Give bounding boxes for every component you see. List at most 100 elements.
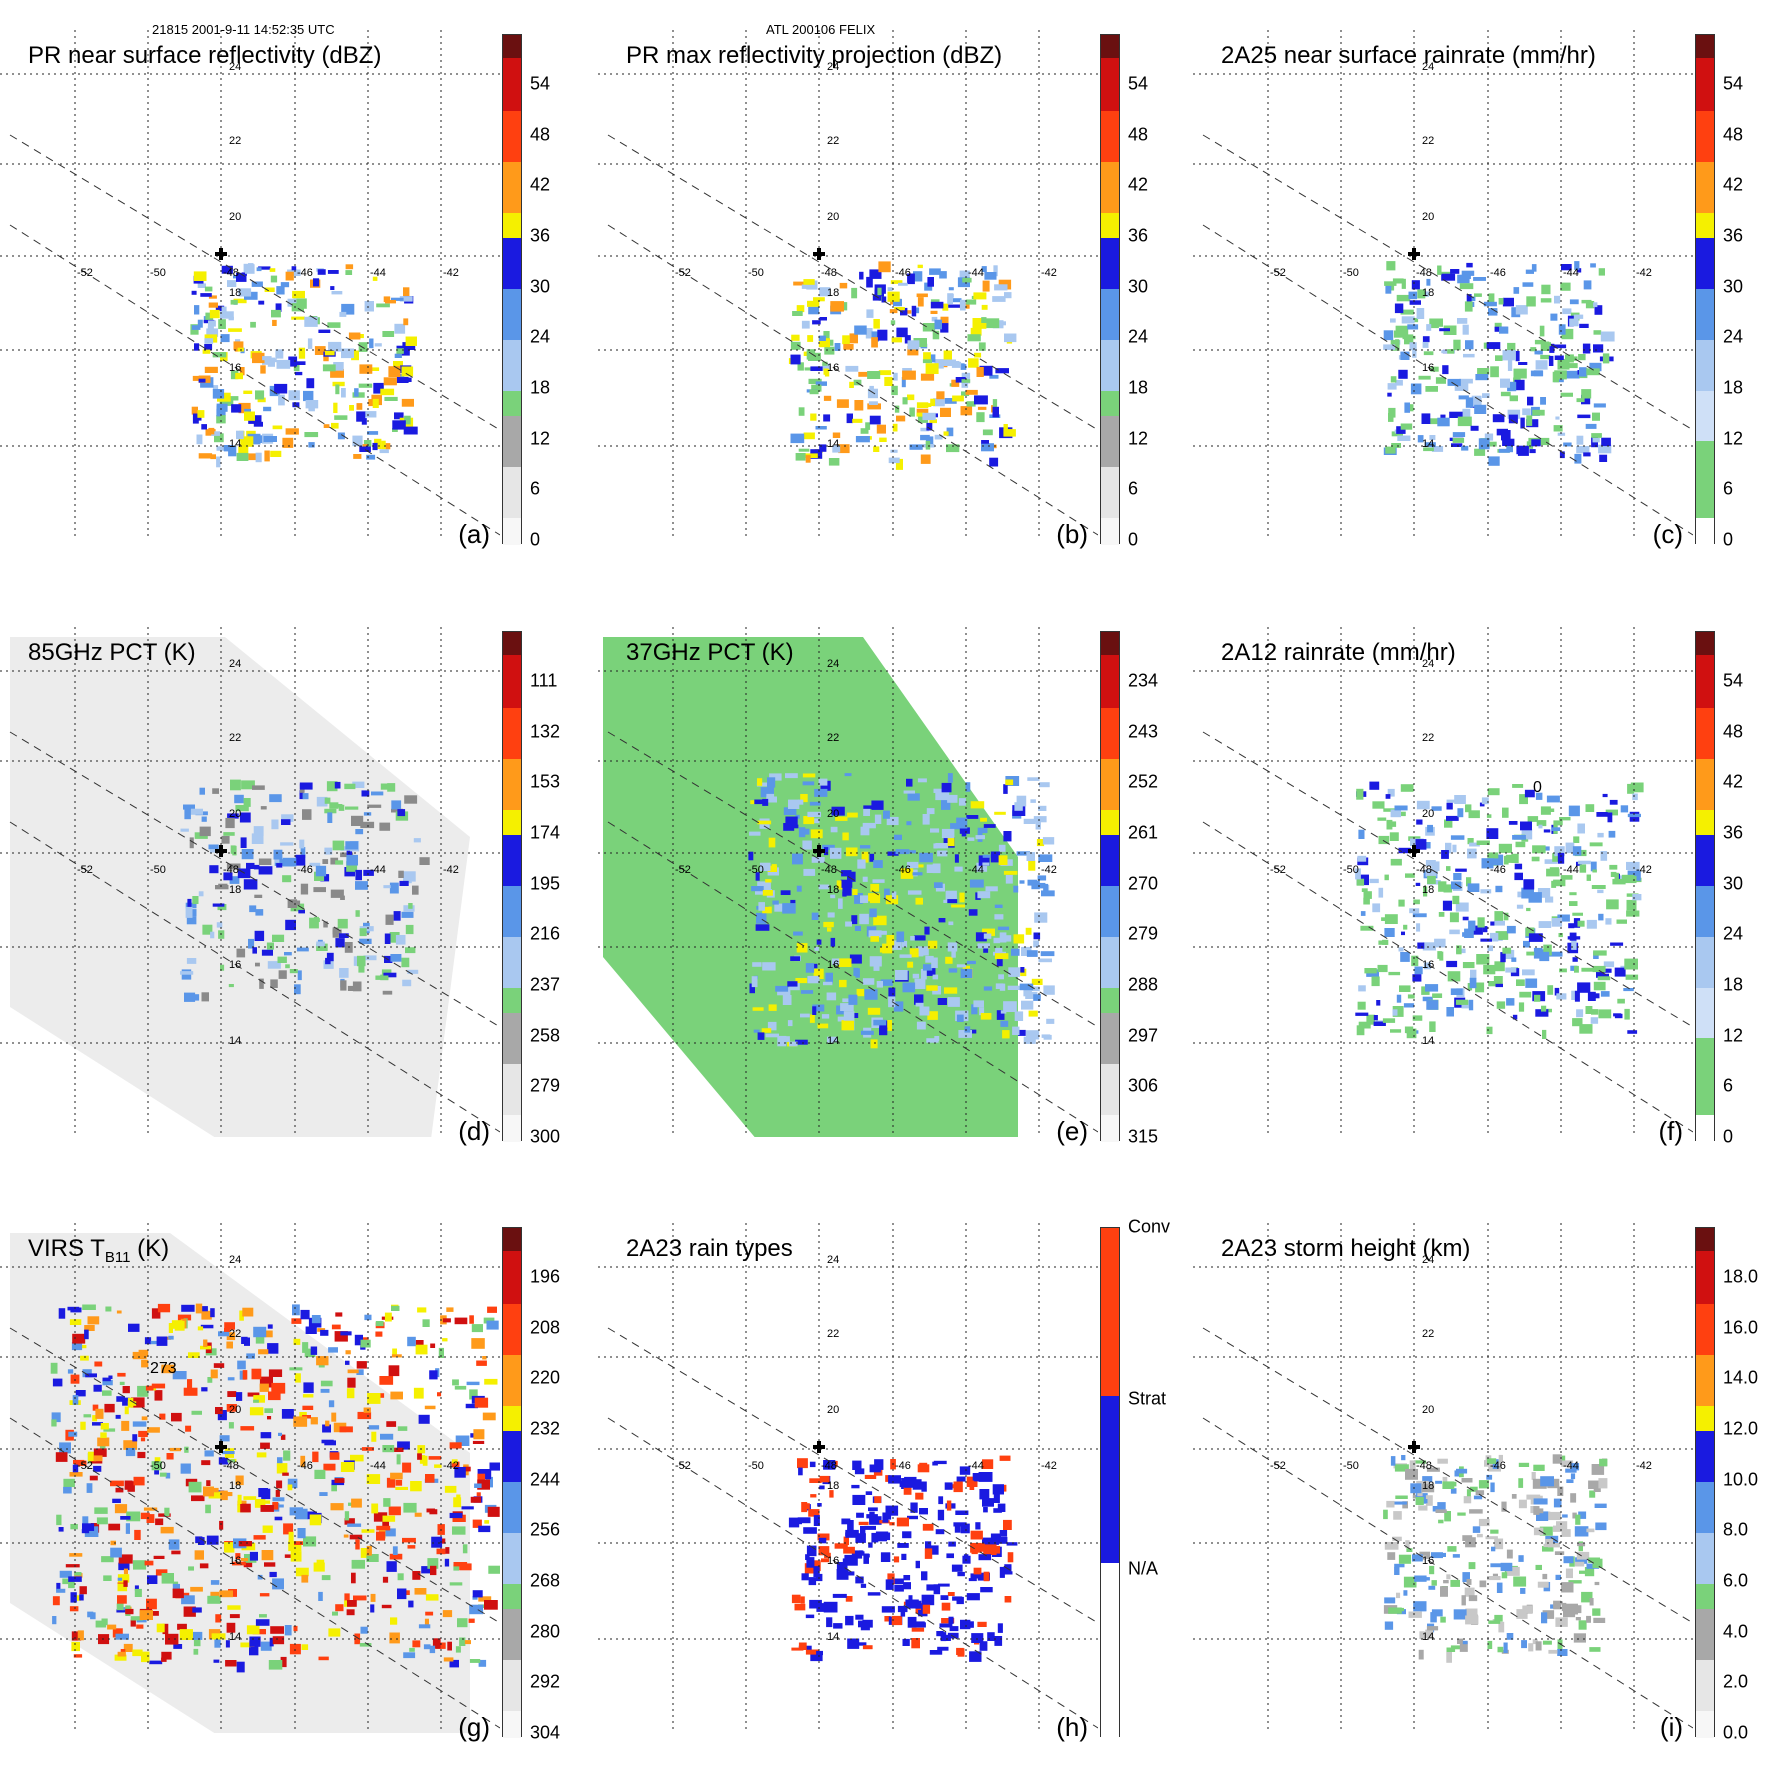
colorbar-segment <box>1101 1563 1119 1738</box>
colorbar-segment <box>503 1405 521 1433</box>
latitude-label: 22 <box>827 732 839 744</box>
latitude-label: 22 <box>827 1328 839 1340</box>
colorbar-tick-label: 258 <box>530 1025 561 1046</box>
colorbar-tick-label: 270 <box>1128 873 1159 894</box>
colorbar-tick-label: 42 <box>1723 174 1744 195</box>
map-e: -52 -50 -48 -46 -44 -42 24 22 20 18 16 14 <box>598 627 1098 1137</box>
longitude-label: -52 <box>77 1460 93 1472</box>
colorbar-tick-label: 24 <box>1723 326 1744 347</box>
colorbar-tick-label: 36 <box>1723 822 1744 843</box>
latitude-label: 14 <box>827 1035 839 1047</box>
colorbar-tick-label: 111 <box>530 670 558 691</box>
swath-edge <box>1202 1417 1693 1729</box>
latitude-label: 16 <box>229 362 241 374</box>
latitude-label: 24 <box>229 658 241 670</box>
colorbar-segment <box>1696 1250 1714 1306</box>
latitude-label: 22 <box>229 135 241 147</box>
latitude-label: 16 <box>827 362 839 374</box>
colorbar-c <box>1695 34 1715 545</box>
colorbar-tick-label: 10.0 <box>1723 1469 1759 1490</box>
latitude-label: 24 <box>827 61 839 73</box>
colorbar-tick-label: 30 <box>1723 276 1744 297</box>
colorbar-segment <box>503 1013 521 1066</box>
colorbar-tick-label: 42 <box>1723 771 1744 792</box>
colorbar-segment <box>1696 238 1714 291</box>
colorbar-segment <box>1696 1304 1714 1357</box>
colorbar-tick-label: 18.0 <box>1723 1266 1759 1287</box>
colorbar-segment <box>1101 162 1119 215</box>
colorbar-segment <box>503 1355 521 1408</box>
colorbar-segment <box>1101 1063 1119 1117</box>
colorbar-segment <box>1101 212 1119 240</box>
longitude-label: -42 <box>1636 864 1652 876</box>
longitude-label: -42 <box>1041 864 1057 876</box>
latitude-label: 14 <box>229 438 241 450</box>
latitude-label: 24 <box>1422 61 1434 73</box>
colorbar-segment <box>503 759 521 812</box>
panel-title-c: 2A25 near surface rainrate (mm/hr) <box>1221 42 1596 69</box>
longitude-label: -46 <box>297 267 313 279</box>
latitude-label: 24 <box>827 658 839 670</box>
colorbar-ticks-h: Conv Strat N/A <box>1128 1217 1198 1743</box>
swath-edge <box>607 1327 1098 1624</box>
latitude-label: 14 <box>827 1631 839 1643</box>
colorbar-segment <box>1696 57 1714 113</box>
swath-edge <box>9 224 500 536</box>
longitude-label: -42 <box>443 864 459 876</box>
colorbar-tick-label: 30 <box>530 276 551 297</box>
longitude-label: -50 <box>1343 267 1359 279</box>
colorbar-ticks-f: 54 48 42 36 30 24 18 12 6 0 <box>1723 627 1771 1147</box>
colorbar-b <box>1100 34 1120 545</box>
colorbar-segment <box>1696 809 1714 837</box>
longitude-label: -44 <box>968 864 984 876</box>
colorbar-segment <box>503 1063 521 1117</box>
map-i: -52 -50 -48 -46 -44 -42 24 22 20 18 16 14 <box>1193 1223 1693 1733</box>
latitude-label: 20 <box>827 1404 839 1416</box>
colorbar-segment <box>1101 708 1119 761</box>
colorbar-segment <box>503 1431 521 1484</box>
colorbar-segment <box>1696 162 1714 215</box>
longitude-label: -48 <box>1416 1460 1432 1472</box>
colorbar-tick-label: 6 <box>1723 1075 1734 1096</box>
colorbar-segment <box>1696 886 1714 939</box>
colorbar-tick-label: 256 <box>530 1519 561 1540</box>
latitude-label: 20 <box>827 211 839 223</box>
longitude-label: -50 <box>150 1460 166 1472</box>
colorbar-segment <box>1696 987 1714 1040</box>
colorbar-tick-label: 268 <box>530 1570 561 1591</box>
longitude-label: -46 <box>895 267 911 279</box>
map-g: -52 -50 -48 -46 -44 -42 24 22 20 18 16 14 273 <box>0 1223 500 1733</box>
colorbar-tick-label: 18 <box>1723 974 1744 995</box>
latitude-label: 22 <box>1422 1328 1434 1340</box>
swath-edge <box>607 1417 1098 1729</box>
panel-title-h: 2A23 rain types <box>626 1235 793 1262</box>
swath-edge <box>9 1417 500 1729</box>
colorbar-tick-label: 18 <box>1128 377 1149 398</box>
colorbar-segment <box>503 1532 521 1586</box>
colorbar-tick-label: 261 <box>1128 822 1159 843</box>
colorbar-segment <box>503 1304 521 1357</box>
colorbar-segment <box>1696 441 1714 520</box>
latitude-label: 18 <box>229 1480 241 1492</box>
longitude-label: -42 <box>443 1460 459 1472</box>
panel-e: -52 -50 -48 -46 -44 -42 24 22 20 18 16 14 37GHz PCT … <box>598 627 1196 1187</box>
swath-edge <box>607 134 1098 431</box>
colorbar-tick-label: 0.0 <box>1723 1722 1749 1743</box>
colorbar-segment <box>1696 289 1714 342</box>
map-b: -52 -50 -48 -46 -44 -42 24 22 20 18 16 14 <box>598 30 1098 540</box>
longitude-label: -44 <box>370 1460 386 1472</box>
colorbar-tick-label: 0 <box>1128 529 1139 550</box>
longitude-label: -48 <box>1416 267 1432 279</box>
colorbar-segment <box>1696 759 1714 812</box>
swath-edge <box>9 134 500 431</box>
panel-title-g: VIRS TB11 (K) <box>28 1235 170 1266</box>
colorbar-ticks-b: 54 48 42 36 30 24 18 12 6 0 <box>1128 30 1198 550</box>
precip-field <box>190 263 418 468</box>
colorbar-segment <box>503 390 521 418</box>
colorbar-tick-label: 237 <box>530 974 561 995</box>
colorbar-tick-label: 54 <box>1723 73 1744 94</box>
panel-title-a: PR near surface reflectivity (dBZ) <box>28 42 382 69</box>
longitude-label: -42 <box>1041 1460 1057 1472</box>
colorbar-segment <box>503 835 521 888</box>
colorbar-segment <box>1101 35 1119 60</box>
